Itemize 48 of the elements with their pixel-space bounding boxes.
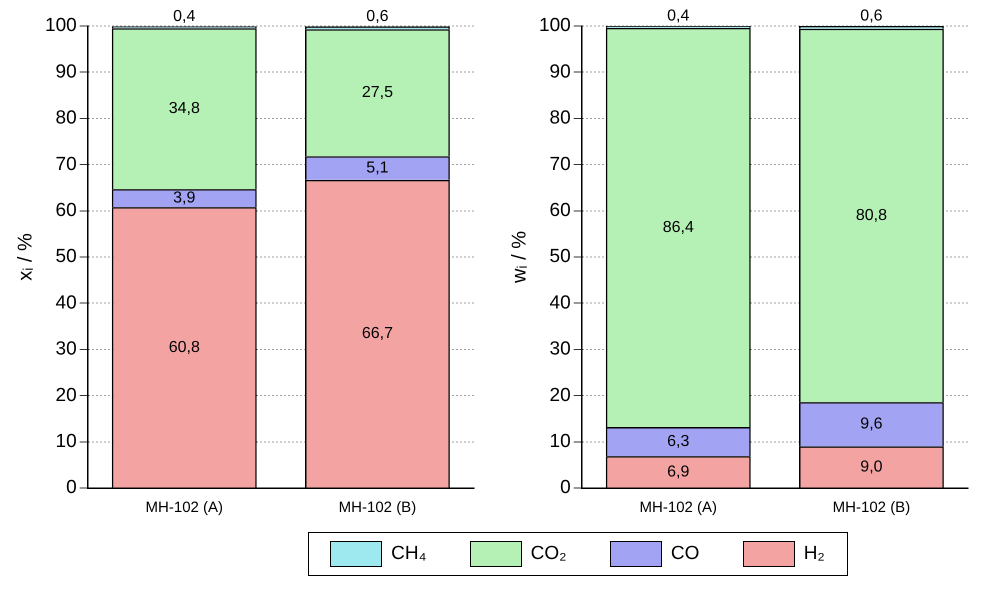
data-label: 60,8 bbox=[168, 338, 200, 356]
y-tick-label: 60 bbox=[550, 200, 571, 222]
legend-label: H₂ bbox=[804, 543, 825, 565]
x-tick-label: MH-102 (A) bbox=[146, 499, 224, 516]
y-axis-title: xᵢ / % bbox=[14, 232, 37, 281]
y-tick-label: 30 bbox=[550, 338, 571, 360]
y-tick-label: 80 bbox=[56, 108, 77, 129]
y-tick-label: 20 bbox=[550, 384, 571, 406]
y-tick-label: 90 bbox=[550, 61, 571, 82]
x-tick-label: MH-102 (B) bbox=[338, 499, 416, 516]
y-tick-label: 100 bbox=[45, 15, 77, 36]
data-label: 66,7 bbox=[362, 325, 394, 342]
y-tick-label: 40 bbox=[56, 292, 77, 314]
y-tick-label: 70 bbox=[56, 154, 77, 175]
data-label: 6,3 bbox=[667, 432, 690, 450]
y-tick-label: 70 bbox=[550, 154, 571, 175]
y-tick-label: 50 bbox=[550, 246, 571, 268]
y-tick-label: 90 bbox=[56, 61, 77, 82]
data-label: 5,1 bbox=[366, 159, 389, 176]
y-tick-label: 50 bbox=[56, 246, 77, 268]
y-tick-label: 0 bbox=[66, 477, 77, 498]
data-label: 27,5 bbox=[362, 84, 394, 102]
data-label: 0,4 bbox=[667, 7, 690, 24]
y-tick-label: 80 bbox=[550, 108, 571, 129]
y-axis-title: wᵢ / % bbox=[508, 230, 531, 284]
data-label: 80,8 bbox=[856, 206, 888, 224]
legend-label: CH₄ bbox=[391, 543, 426, 565]
y-tick-label: 40 bbox=[550, 292, 571, 314]
data-label: 0,4 bbox=[173, 8, 196, 25]
data-label: 6,9 bbox=[667, 463, 690, 480]
y-tick-label: 0 bbox=[560, 477, 571, 498]
data-label: 9,6 bbox=[860, 416, 883, 433]
y-tick-label: 20 bbox=[56, 384, 77, 406]
data-label: 9,0 bbox=[860, 458, 883, 476]
y-tick-label: 10 bbox=[550, 431, 571, 452]
data-label: 34,8 bbox=[168, 100, 200, 118]
x-tick-label: MH-102 (B) bbox=[832, 499, 910, 516]
y-tick-label: 10 bbox=[56, 431, 77, 452]
legend-label: CO bbox=[670, 543, 700, 565]
x-tick-label: MH-102 (A) bbox=[640, 499, 718, 516]
y-tick-label: 60 bbox=[56, 200, 77, 222]
y-tick-label: 100 bbox=[539, 15, 571, 36]
data-label: 86,4 bbox=[662, 218, 694, 236]
data-label: 3,9 bbox=[173, 190, 196, 206]
y-tick-label: 30 bbox=[56, 338, 77, 360]
legend-label: CO₂ bbox=[530, 543, 567, 565]
data-label: 0,6 bbox=[366, 8, 389, 25]
data-label: 0,6 bbox=[860, 7, 883, 24]
